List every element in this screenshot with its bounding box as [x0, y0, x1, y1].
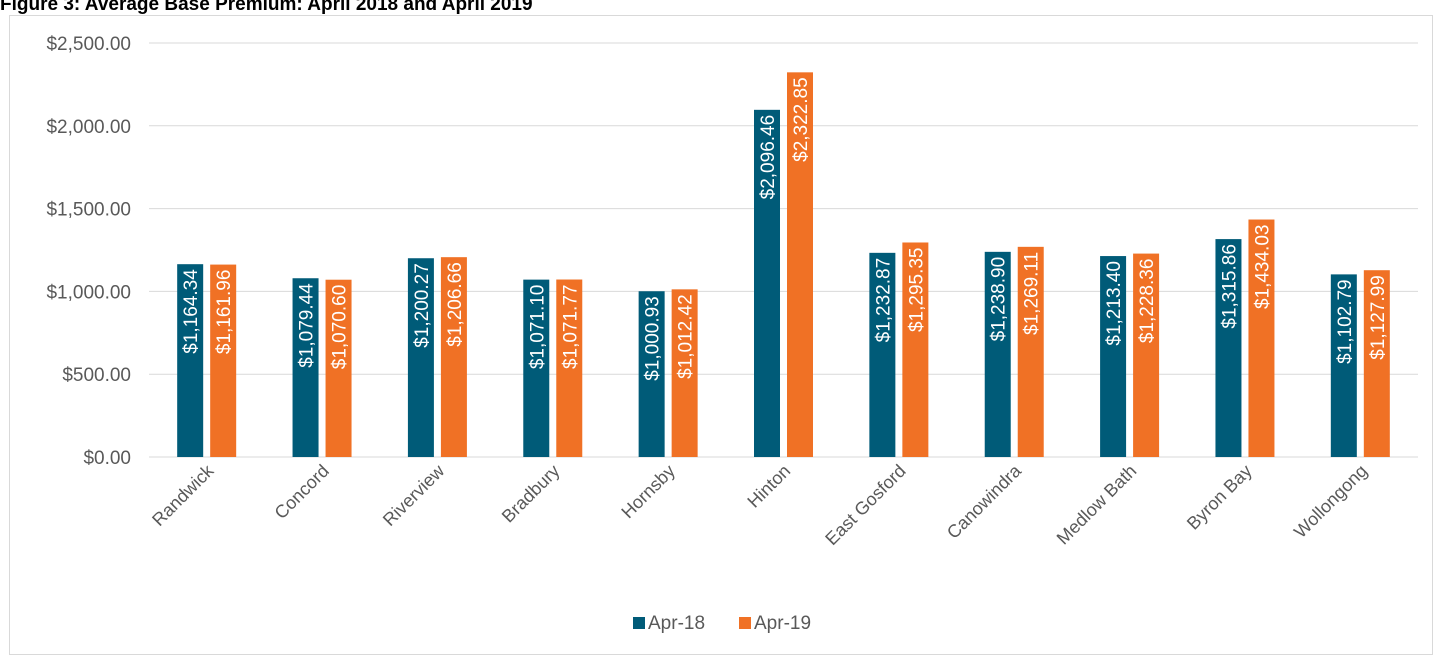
x-axis-labels: Randwick Concord Riverview Bradbury Hornsby H… [148, 460, 1371, 549]
bars: $1,164.34 $1,161.96 $1,079.44 $1,070.60 $1,2… [177, 72, 1390, 458]
data-label: $1,434.03 [1252, 225, 1273, 310]
bar-apr-18 [1100, 256, 1127, 457]
data-label: $1,200.27 [412, 263, 433, 348]
bar-apr-19 [1017, 246, 1044, 457]
data-label: $1,295.35 [906, 247, 927, 332]
bar-apr-18 [638, 291, 665, 457]
data-label: $1,238.90 [989, 257, 1010, 342]
category-label: Hornsby [617, 461, 679, 523]
data-label: $1,228.36 [1137, 259, 1158, 344]
bar-apr-18 [523, 279, 550, 457]
y-tick-label: $2,500.00 [46, 34, 131, 55]
category-label: Randwick [148, 460, 218, 530]
data-label: $1,213.40 [1104, 261, 1125, 346]
bar-apr-18 [754, 109, 780, 457]
category-label: Wollongong [1290, 461, 1371, 542]
data-label: $1,079.44 [297, 283, 318, 368]
gridlines [149, 42, 1418, 458]
data-label: $1,127.99 [1368, 275, 1389, 360]
data-label: $1,315.86 [1219, 244, 1240, 329]
bar-apr-19 [325, 279, 352, 457]
bar-apr-19 [1133, 253, 1160, 457]
bar-apr-19 [787, 72, 813, 458]
legend-label: Apr-18 [648, 613, 705, 634]
bar-apr-18 [292, 278, 319, 457]
chart-frame [9, 15, 1433, 655]
legend-swatch [739, 617, 751, 629]
bar-apr-18 [1215, 239, 1242, 457]
data-label: $1,164.34 [181, 269, 202, 354]
data-label: $1,102.79 [1335, 279, 1356, 364]
data-label: $1,012.42 [676, 294, 697, 379]
category-label: Medlow Bath [1053, 461, 1141, 549]
legend: Apr-18 Apr-19 [633, 613, 811, 634]
y-tick-label: $1,000.00 [46, 282, 131, 303]
category-label: Hinton [743, 461, 794, 512]
category-label: Riverview [379, 460, 449, 530]
data-label: $1,070.60 [330, 285, 351, 370]
y-axis-ticks: $0.00 $500.00 $1,000.00 $1,500.00 $2,000.00 $… [46, 34, 131, 469]
y-tick-label: $0.00 [83, 448, 131, 469]
category-label: Canowindra [943, 460, 1026, 543]
data-label: $1,269.11 [1022, 252, 1043, 335]
bar-apr-19 [440, 257, 467, 457]
data-label: $2,096.46 [758, 115, 779, 200]
bar-apr-19 [556, 279, 583, 457]
data-label: $1,071.10 [527, 285, 548, 370]
bar-apr-19 [902, 242, 929, 457]
data-label: $1,000.93 [643, 296, 664, 381]
bar-apr-18 [869, 252, 896, 457]
bar-apr-19 [1363, 270, 1390, 457]
category-label: Concord [271, 461, 333, 523]
data-label: $1,232.87 [873, 258, 894, 343]
y-tick-label: $500.00 [62, 365, 131, 386]
bar-apr-18 [407, 258, 434, 457]
category-label: Bradbury [498, 461, 564, 527]
category-label: Byron Bay [1183, 461, 1256, 534]
bar-apr-18 [1330, 274, 1357, 457]
y-tick-label: $2,000.00 [46, 117, 131, 138]
bar-apr-19 [210, 264, 237, 457]
bar-apr-19 [671, 289, 698, 457]
category-label: East Gosford [821, 461, 909, 549]
bar-apr-18 [177, 264, 204, 457]
legend-label: Apr-19 [754, 613, 811, 634]
figure-title: Figure 3: Average Base Premium: April 20… [0, 0, 533, 15]
data-label: $1,161.96 [214, 270, 235, 355]
data-label: $1,071.77 [560, 285, 581, 370]
bar-apr-19 [1248, 219, 1275, 457]
bar-apr-18 [984, 251, 1011, 457]
y-tick-label: $1,500.00 [46, 200, 131, 221]
data-label: $2,322.85 [791, 77, 812, 162]
legend-swatch [633, 617, 645, 629]
data-label: $1,206.66 [445, 262, 466, 347]
